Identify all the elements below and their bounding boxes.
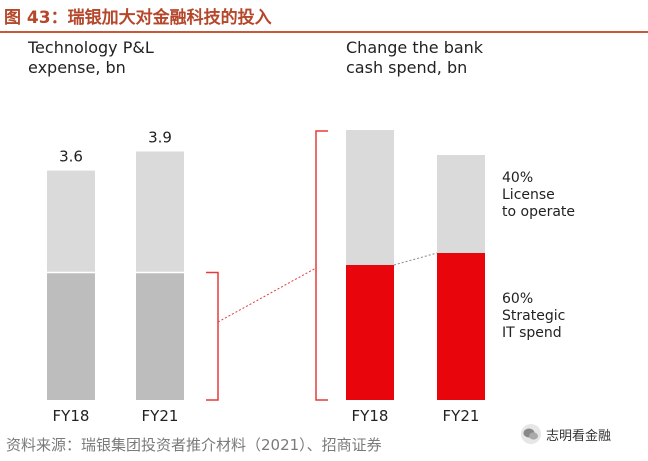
wechat-icon (521, 424, 541, 444)
bracket-connectors (206, 130, 438, 401)
legend-label: 60% (502, 291, 533, 307)
left-chart-bars: 3.6 FY18 3.9 FY21 (47, 128, 184, 425)
right-bracket (315, 130, 328, 401)
left-bracket (206, 271, 219, 401)
right-chart-bars: FY18 FY21 (346, 130, 485, 425)
x-tick-label: FY18 (352, 407, 389, 425)
left-bar-fy18-seg0 (47, 272, 95, 400)
watermark: 志明看金融 (520, 423, 611, 445)
bracket-connector (217, 267, 317, 323)
legend-label: License (502, 187, 555, 203)
right-bar-fy21-seg1 (437, 155, 485, 253)
total-label: 3.6 (59, 148, 83, 166)
source-note: 资料来源：瑞银集团投资者推介材料（2021）、招商证券 (6, 436, 382, 454)
right-title-line: Change the bank (346, 38, 484, 57)
left-title-line: Technology P&L (27, 38, 154, 57)
legend-label: IT spend (502, 325, 562, 341)
right-bar-fy18-seg0 (346, 265, 394, 400)
left-bar-fy18-seg1 (47, 170, 95, 273)
watermark-text: 志明看金融 (546, 428, 612, 444)
figure-title: 图 43：瑞银加大对金融科技的投入 (4, 8, 272, 28)
legend-label: Strategic (502, 308, 565, 324)
right-bar-fy18-seg1 (346, 130, 394, 265)
segment-connector (393, 252, 438, 266)
x-tick-label: FY21 (142, 407, 179, 425)
left-title-line: expense, bn (28, 58, 126, 77)
right-title-line: cash spend, bn (346, 58, 467, 77)
left-bar-fy21-seg1 (136, 151, 184, 273)
left-bar-fy21-seg0 (136, 272, 184, 400)
right-bar-fy21-seg0 (437, 253, 485, 400)
title-divider (0, 31, 648, 33)
legend-label: to operate (502, 204, 575, 220)
total-label: 3.9 (148, 128, 172, 146)
x-tick-label: FY18 (53, 407, 90, 425)
x-tick-label: FY21 (443, 407, 480, 425)
legend-label: 40% (502, 170, 533, 186)
